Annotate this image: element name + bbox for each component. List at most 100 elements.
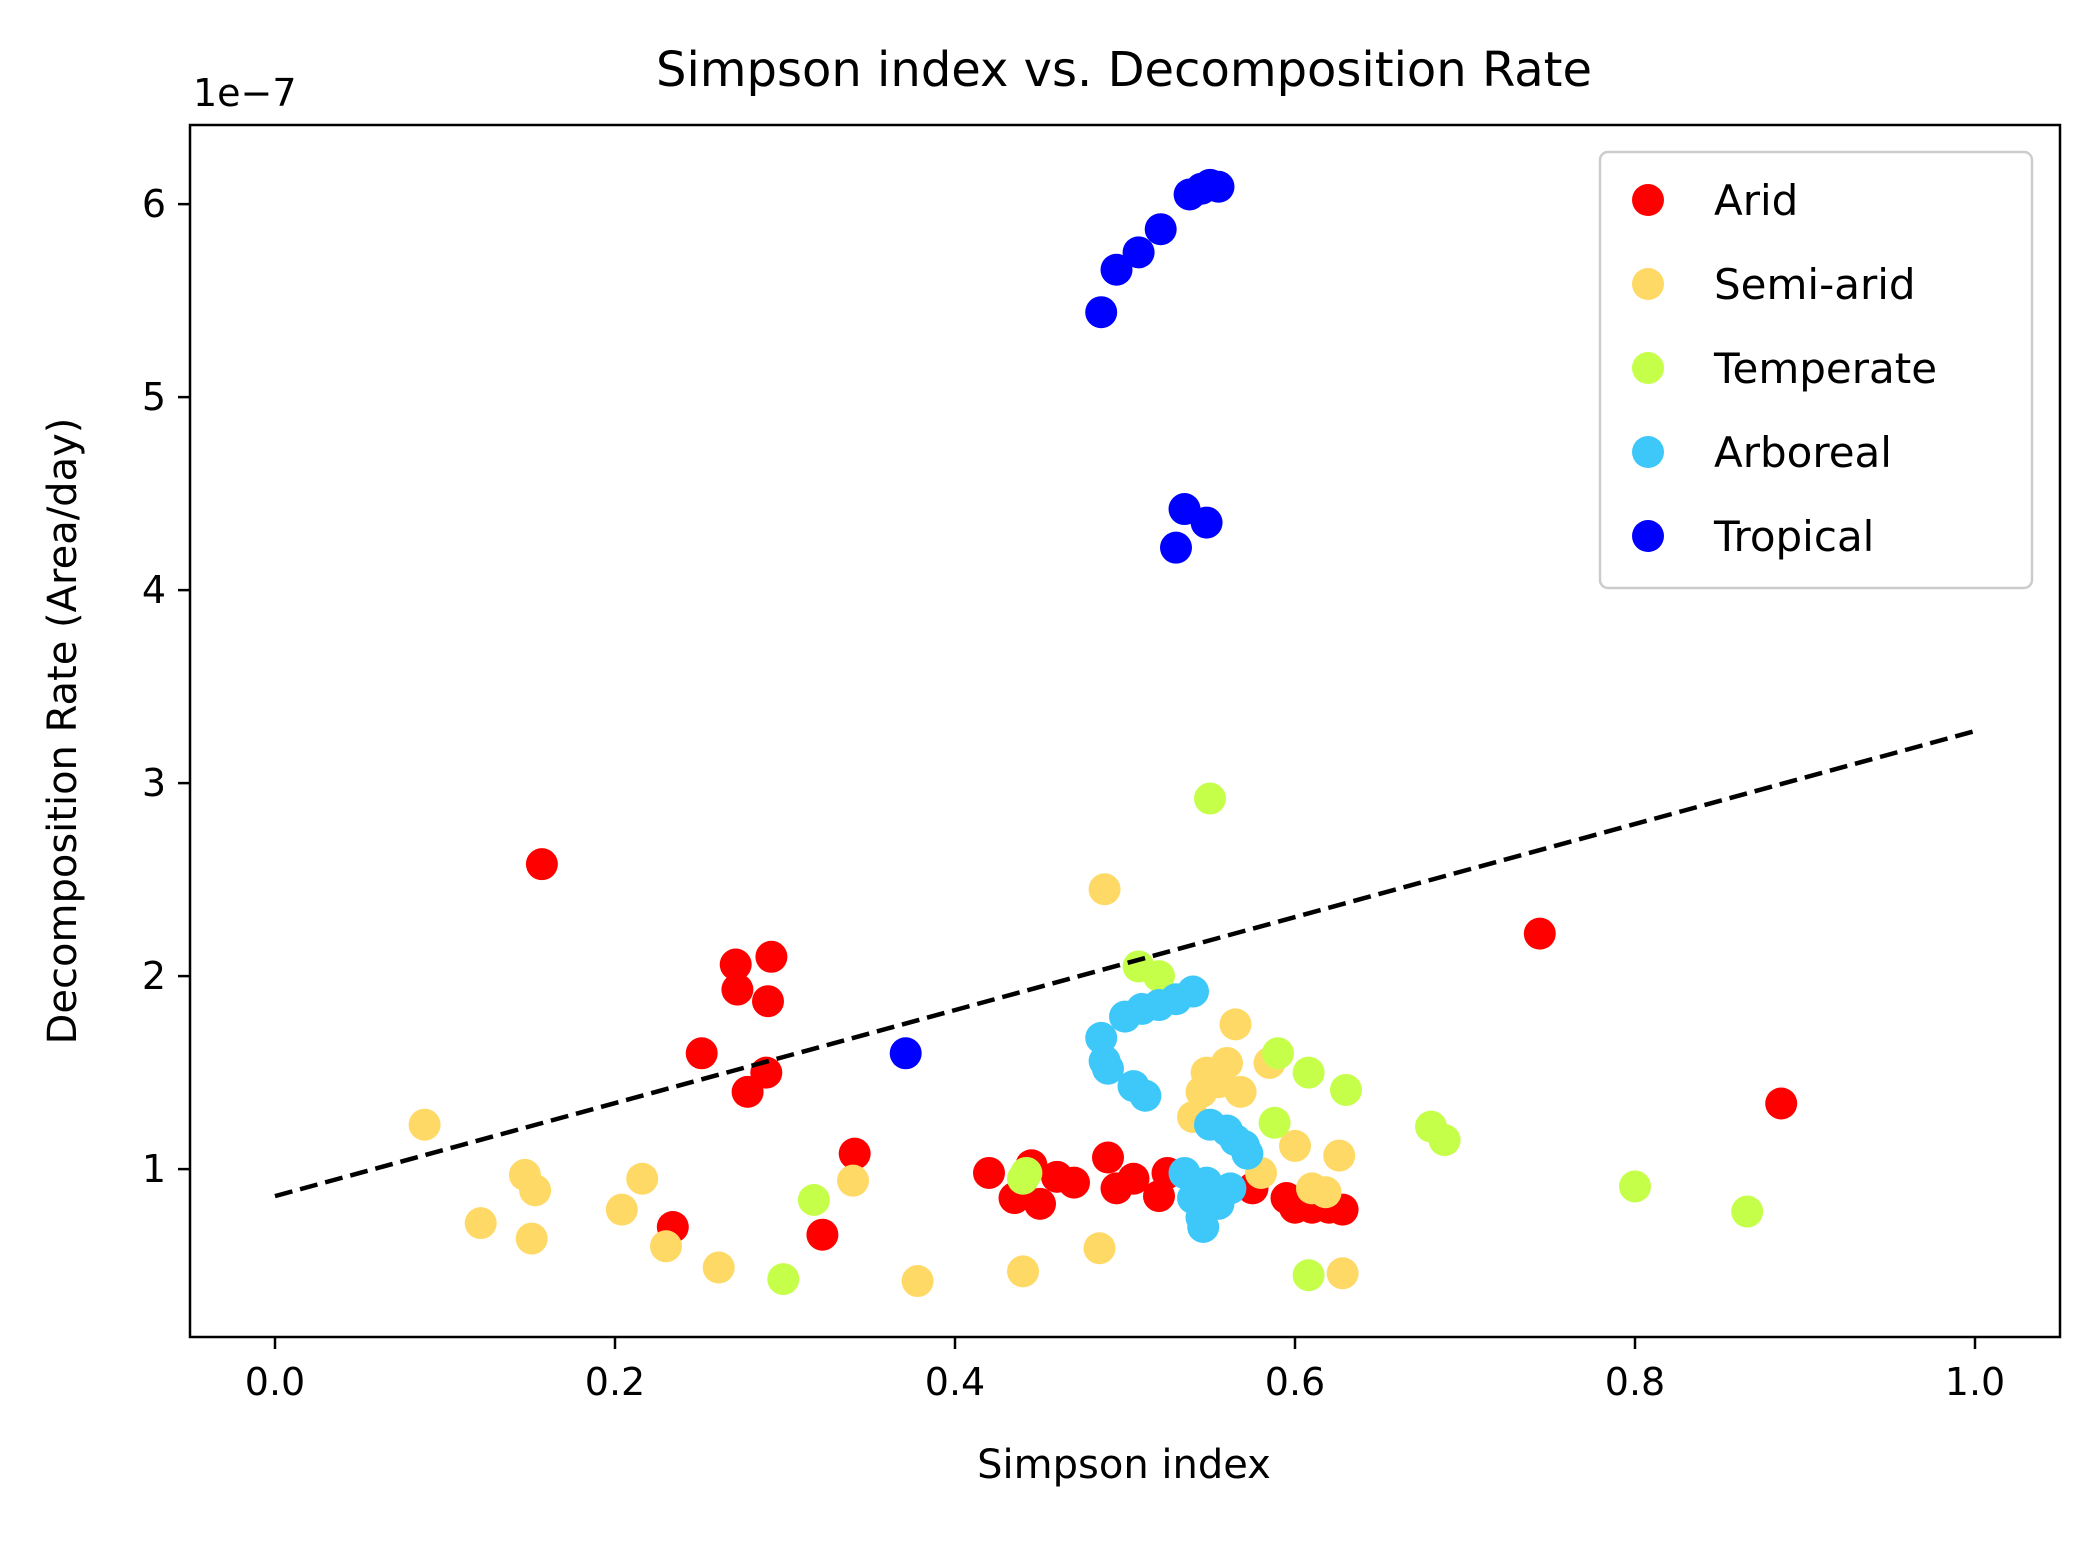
data-point <box>1007 1255 1039 1288</box>
data-point <box>1177 975 1209 1008</box>
series-temperate <box>767 782 1764 1296</box>
plot-area <box>274 168 1976 1298</box>
data-point <box>515 1222 548 1255</box>
data-point <box>519 1174 552 1207</box>
plot-frame <box>188 123 2062 1339</box>
data-point <box>1202 170 1235 203</box>
data-point <box>1010 1156 1043 1189</box>
legend-label: Temperate <box>1713 344 1937 393</box>
legend-frame <box>1598 150 2034 590</box>
y-tick-label: 5 <box>142 375 166 419</box>
data-point <box>1258 1106 1291 1139</box>
legend-label: Arid <box>1714 176 1798 225</box>
data-point <box>1279 1129 1311 1162</box>
data-point <box>767 1263 800 1296</box>
data-point <box>752 985 784 1018</box>
data-point <box>525 848 558 881</box>
legend: Arid Semi-arid Temperate Arboreal Tropical <box>1598 150 2034 590</box>
data-point <box>1323 1139 1356 1172</box>
data-point <box>1619 1170 1651 1203</box>
data-point <box>1523 917 1556 950</box>
y-tick-label: 3 <box>142 761 166 805</box>
data-point <box>838 1137 871 1170</box>
data-point <box>889 1037 922 1070</box>
data-point <box>1326 1257 1359 1290</box>
legend-marker <box>1632 184 1664 216</box>
data-point <box>1117 1162 1150 1195</box>
data-point <box>685 1037 718 1070</box>
series-arboreal <box>1085 975 1264 1243</box>
data-point <box>1262 1037 1294 1070</box>
data-point <box>1100 253 1133 286</box>
data-point <box>1122 236 1155 269</box>
data-point <box>408 1108 441 1141</box>
data-point <box>1088 873 1121 906</box>
data-point <box>901 1265 934 1298</box>
x-axis-label: Simpson index <box>977 1442 1271 1488</box>
data-point <box>1024 1187 1056 1220</box>
y-axis-label: Decomposition Rate (Area/day) <box>40 418 86 1045</box>
data-point <box>973 1156 1005 1189</box>
data-point <box>1330 1073 1362 1106</box>
data-point <box>650 1230 682 1263</box>
y-axis: 1 2 3 4 5 6 <box>142 182 190 1191</box>
data-point <box>1187 1210 1220 1243</box>
data-point <box>626 1162 659 1195</box>
data-point <box>1143 960 1175 993</box>
data-point <box>1219 1008 1252 1041</box>
data-point <box>1092 1141 1124 1174</box>
x-tick-label: 0.8 <box>1605 1360 1665 1404</box>
x-tick-label: 0.2 <box>585 1360 645 1404</box>
y-tick-label: 4 <box>142 568 166 612</box>
legend-marker <box>1632 268 1664 300</box>
legend-label: Arboreal <box>1714 428 1892 477</box>
data-point <box>605 1193 638 1226</box>
x-tick-label: 0.0 <box>245 1360 305 1404</box>
data-point <box>1765 1087 1798 1120</box>
x-axis: 0.0 0.2 0.4 0.6 0.8 1.0 <box>245 1337 2005 1404</box>
data-point <box>797 1183 830 1216</box>
legend-label: Tropical <box>1713 512 1874 561</box>
series-semi-arid <box>408 873 1359 1298</box>
data-point <box>755 940 788 973</box>
data-point <box>1194 782 1226 815</box>
data-point <box>1309 1176 1342 1209</box>
data-point <box>1129 1079 1162 1112</box>
data-point <box>1144 213 1177 246</box>
data-point <box>702 1251 735 1284</box>
data-point <box>837 1164 869 1197</box>
data-point <box>1058 1166 1090 1199</box>
legend-label: Semi-arid <box>1714 260 1916 309</box>
data-point <box>1428 1124 1461 1157</box>
y-tick-label: 1 <box>142 1147 166 1191</box>
data-point <box>1292 1259 1325 1292</box>
data-point <box>1731 1195 1764 1228</box>
y-tick-label: 6 <box>142 182 166 226</box>
data-point <box>1211 1046 1243 1079</box>
data-point <box>1224 1075 1257 1108</box>
data-point <box>1214 1172 1247 1205</box>
legend-marker <box>1632 520 1664 552</box>
data-point <box>719 948 752 981</box>
x-tick-label: 0.4 <box>925 1360 985 1404</box>
data-point <box>806 1218 839 1251</box>
data-point <box>1292 1056 1325 1089</box>
data-point <box>464 1207 497 1240</box>
x-tick-label: 0.6 <box>1265 1360 1325 1404</box>
data-point <box>1160 531 1192 564</box>
data-point <box>1231 1137 1264 1170</box>
data-point <box>1190 506 1223 539</box>
chart-title: Simpson index vs. Decomposition Rate <box>656 42 1592 98</box>
legend-marker <box>1632 352 1664 384</box>
data-point <box>1085 296 1118 329</box>
y-axis-offset-label: 1e−7 <box>193 71 297 115</box>
legend-marker <box>1632 436 1664 468</box>
x-tick-label: 1.0 <box>1945 1360 2005 1404</box>
trend-line <box>274 728 1976 1199</box>
y-tick-label: 2 <box>142 954 166 998</box>
data-point <box>1092 1052 1124 1085</box>
data-point <box>721 973 754 1006</box>
data-point <box>1083 1232 1116 1265</box>
